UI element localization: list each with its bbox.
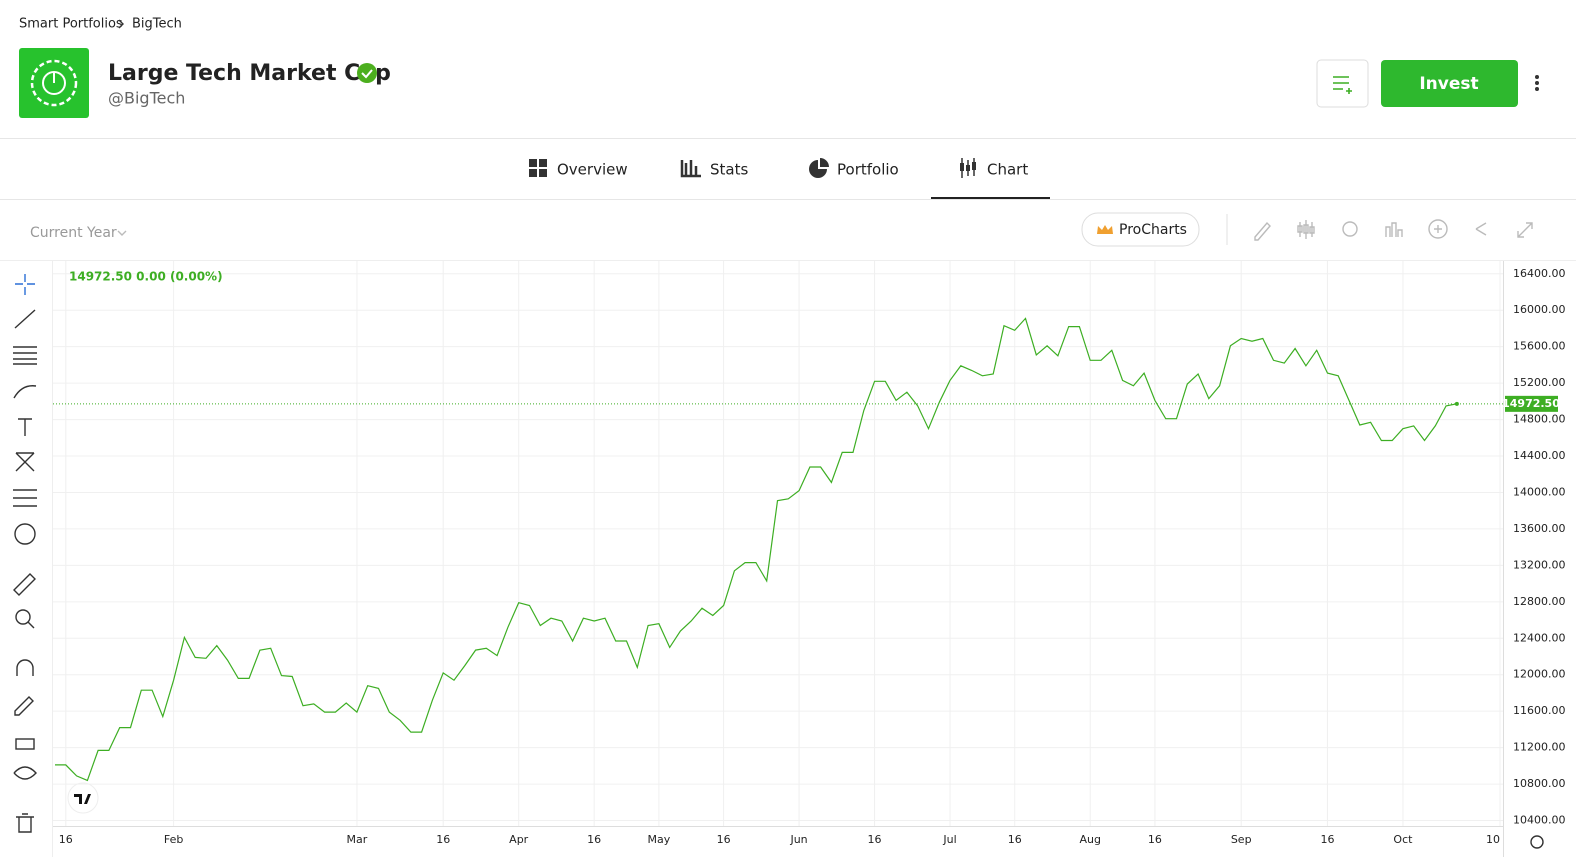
y-tick-label: 13600.00 — [1513, 522, 1566, 535]
drawing-toolbar — [13, 274, 37, 833]
trend-line-tool[interactable] — [14, 309, 36, 329]
x-tick-label: Aug — [1079, 833, 1100, 846]
more-dot — [1535, 81, 1539, 85]
x-tick-label: Sep — [1231, 833, 1252, 846]
verified-check — [361, 69, 373, 79]
chart-type-tool[interactable] — [1385, 222, 1403, 237]
measure-tool[interactable] — [13, 573, 36, 596]
x-tick-label: 16 — [587, 833, 601, 846]
invest-button[interactable] — [1381, 60, 1518, 107]
lock-tool[interactable] — [15, 738, 35, 750]
y-tick-label: 15600.00 — [1513, 340, 1566, 353]
y-tick-label: 11200.00 — [1513, 741, 1566, 754]
invest-label: Invest — [1419, 74, 1478, 94]
y-tick-label: 14400.00 — [1513, 449, 1566, 462]
draw-tool[interactable] — [1254, 221, 1271, 241]
logo-gear — [30, 59, 78, 107]
more-dot — [1535, 87, 1539, 91]
period-chevron — [117, 230, 127, 236]
x-tick-label: 16 — [1008, 833, 1022, 846]
x-tick-label: 10 — [1486, 833, 1500, 846]
x-tick-label: 16 — [1320, 833, 1334, 846]
last-price-dot — [1454, 401, 1459, 406]
breadcrumb-current[interactable]: BigTech — [132, 17, 182, 32]
y-tick-label: 12400.00 — [1513, 631, 1566, 644]
pattern-tool[interactable] — [15, 452, 35, 472]
y-tick-label: 13200.00 — [1513, 558, 1566, 571]
zoom-handle — [27, 621, 35, 629]
breadcrumb-separator — [118, 19, 124, 29]
add-tool[interactable] — [1428, 219, 1448, 239]
x-tick-label: Apr — [509, 833, 529, 846]
y-tick-label: 14000.00 — [1513, 485, 1566, 498]
y-tick-label: 12000.00 — [1513, 668, 1566, 681]
y-tick-label: 16400.00 — [1513, 267, 1566, 280]
fullscreen-tool[interactable] — [1517, 222, 1533, 238]
share-tool[interactable] — [1475, 222, 1487, 236]
watchlist-icon — [1333, 76, 1352, 94]
x-tick-label: Jul — [942, 833, 956, 846]
prediction-tool[interactable] — [13, 489, 37, 507]
x-tick-label: 16 — [717, 833, 731, 846]
procharts-button[interactable] — [1081, 212, 1200, 247]
emoji-tool[interactable] — [14, 523, 36, 545]
y-tick-label: 10400.00 — [1513, 814, 1566, 827]
x-tick-label: 16 — [868, 833, 882, 846]
brush-tool[interactable] — [13, 385, 37, 399]
x-tick-label: May — [648, 833, 671, 846]
more-dot[interactable] — [1535, 75, 1539, 79]
x-tick-label: 16 — [436, 833, 450, 846]
x-tick-label: Jun — [789, 833, 807, 846]
magnet-tool[interactable] — [16, 659, 34, 676]
settings-tool[interactable] — [1342, 221, 1358, 237]
zoom-tool[interactable] — [15, 609, 31, 625]
tab-stats[interactable]: Stats — [710, 161, 748, 179]
crown-icon — [1097, 225, 1113, 234]
verified-badge — [357, 63, 377, 83]
x-tick-label: Oct — [1393, 833, 1413, 846]
x-tick-label: Feb — [164, 833, 183, 846]
chart-tab-candles — [960, 162, 976, 171]
crosshair-tool[interactable] — [15, 274, 35, 295]
price-line — [55, 317, 1458, 782]
indicators-tool[interactable] — [1297, 220, 1315, 239]
tab-overview[interactable]: Overview — [557, 161, 628, 179]
tradingview-mark — [74, 794, 91, 804]
y-tick-label: 11600.00 — [1513, 704, 1566, 717]
tab-portfolio[interactable]: Portfolio — [837, 161, 899, 179]
overview-icon — [529, 159, 547, 177]
period-select[interactable]: Current Year — [30, 225, 117, 241]
breadcrumb-link[interactable]: Smart Portfolios — [19, 17, 123, 32]
last-price-label: 14972.50 — [1502, 397, 1560, 410]
portfolio-title: Large Tech Market Cap — [108, 61, 391, 86]
y-tick-label: 15200.00 — [1513, 376, 1566, 389]
delete-tool[interactable] — [16, 813, 34, 833]
lock-draw-tool[interactable] — [14, 696, 34, 716]
fib-tool[interactable] — [13, 346, 37, 365]
procharts-label: ProCharts — [1119, 222, 1187, 238]
tradingview-logo[interactable] — [67, 782, 99, 814]
x-tick-label: Mar — [347, 833, 368, 846]
price-legend: 14972.50 0.00 (0.00%) — [69, 270, 223, 284]
axis-settings[interactable] — [1530, 835, 1544, 849]
add-plus — [1434, 225, 1442, 233]
tab-chart[interactable]: Chart — [987, 161, 1028, 179]
x-tick-label: 16 — [1148, 833, 1162, 846]
y-tick-label: 12800.00 — [1513, 595, 1566, 608]
portfolio-icon — [809, 158, 829, 178]
portfolio-handle: @BigTech — [108, 89, 185, 108]
x-tick-label: 16 — [59, 833, 73, 846]
y-tick-label: 14800.00 — [1513, 413, 1566, 426]
text-tool[interactable] — [18, 418, 32, 436]
y-tick-label: 10800.00 — [1513, 777, 1566, 790]
y-tick-label: 16000.00 — [1513, 303, 1566, 316]
stats-icon — [680, 160, 701, 178]
last-price-badge — [1505, 395, 1558, 412]
visibility-tool[interactable] — [13, 766, 37, 780]
